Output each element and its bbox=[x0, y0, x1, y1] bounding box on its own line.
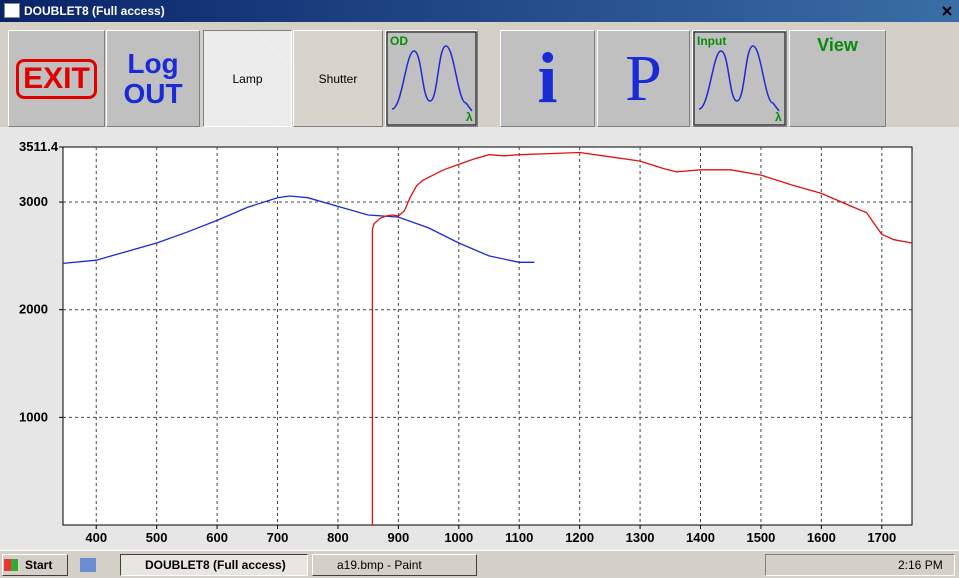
x-tick-label: 800 bbox=[327, 530, 349, 545]
exit-label: EXIT bbox=[16, 58, 97, 99]
y-tick-label: 1000 bbox=[19, 409, 48, 424]
info-button[interactable]: i bbox=[500, 30, 595, 127]
window-title: DOUBLET8 (Full access) bbox=[24, 4, 165, 18]
x-tick-label: 400 bbox=[85, 530, 107, 545]
start-logo bbox=[4, 559, 18, 571]
logout-label: OUT bbox=[123, 77, 183, 109]
plot-area bbox=[62, 146, 913, 526]
lamp-button[interactable]: Lamp bbox=[203, 30, 292, 127]
logout-label: Log bbox=[127, 47, 179, 79]
input-button[interactable]: Input λ bbox=[692, 30, 787, 127]
x-tick-label: 1700 bbox=[867, 530, 896, 545]
series-line bbox=[62, 195, 535, 265]
task-label: DOUBLET8 (Full access) bbox=[145, 558, 286, 572]
x-tick-label: 600 bbox=[206, 530, 228, 545]
x-tick-label: 700 bbox=[267, 530, 289, 545]
quick-launch-icon[interactable] bbox=[80, 558, 96, 572]
task-button[interactable]: DOUBLET8 (Full access) bbox=[120, 554, 308, 576]
start-label: Start bbox=[25, 558, 53, 572]
logout-button[interactable]: Log OUT bbox=[106, 30, 200, 127]
clock: 2:16 PM bbox=[898, 558, 943, 572]
y-tick-label: 2000 bbox=[19, 302, 48, 317]
od-icon: OD λ bbox=[386, 31, 477, 126]
title-bar: DOUBLET8 (Full access) bbox=[0, 0, 959, 22]
info-label: i bbox=[537, 38, 558, 118]
od-button[interactable]: OD λ bbox=[385, 30, 478, 127]
x-tick-label: 500 bbox=[146, 530, 168, 545]
chart: 400 500 600 700 800 900 1000 1100 1200 1300 1400 15… bbox=[0, 127, 959, 550]
shutter-label: Shutter bbox=[318, 71, 358, 86]
x-tick-label: 1600 bbox=[807, 530, 836, 545]
shutter-button[interactable]: Shutter bbox=[293, 30, 383, 127]
od-label: OD bbox=[390, 34, 408, 48]
view-label: View bbox=[817, 35, 858, 55]
x-tick-label: 1200 bbox=[565, 530, 594, 545]
start-button[interactable]: Start bbox=[2, 554, 68, 576]
series-line bbox=[371, 151, 913, 525]
close-button[interactable] bbox=[940, 4, 954, 18]
input-label: Input bbox=[697, 34, 726, 48]
input-axis: λ bbox=[775, 110, 782, 124]
taskbar: Start DOUBLET8 (Full access) a19.bmp - P… bbox=[0, 550, 959, 578]
y-tick-label: 3000 bbox=[19, 194, 48, 209]
params-label: P bbox=[625, 41, 662, 115]
x-tick-label: 900 bbox=[388, 530, 410, 545]
params-button[interactable]: P bbox=[597, 30, 690, 127]
x-tick-label: 1100 bbox=[505, 530, 533, 545]
y-tick-label: 3511.4 bbox=[19, 139, 59, 154]
x-tick-label: 1400 bbox=[686, 530, 715, 545]
task-button[interactable]: a19.bmp - Paint bbox=[312, 554, 477, 576]
system-tray: 2:16 PM bbox=[765, 554, 955, 576]
app-icon bbox=[4, 3, 20, 18]
lamp-label: Lamp bbox=[232, 71, 263, 86]
x-tick-label: 1500 bbox=[746, 530, 775, 545]
x-tick-label: 1300 bbox=[626, 530, 655, 545]
od-axis: λ bbox=[466, 110, 473, 124]
exit-button[interactable]: EXIT bbox=[8, 30, 105, 127]
task-label: a19.bmp - Paint bbox=[337, 558, 422, 572]
view-button[interactable]: View bbox=[789, 30, 886, 127]
x-tick-label: 1000 bbox=[444, 530, 473, 545]
input-icon: Input λ bbox=[693, 31, 786, 126]
